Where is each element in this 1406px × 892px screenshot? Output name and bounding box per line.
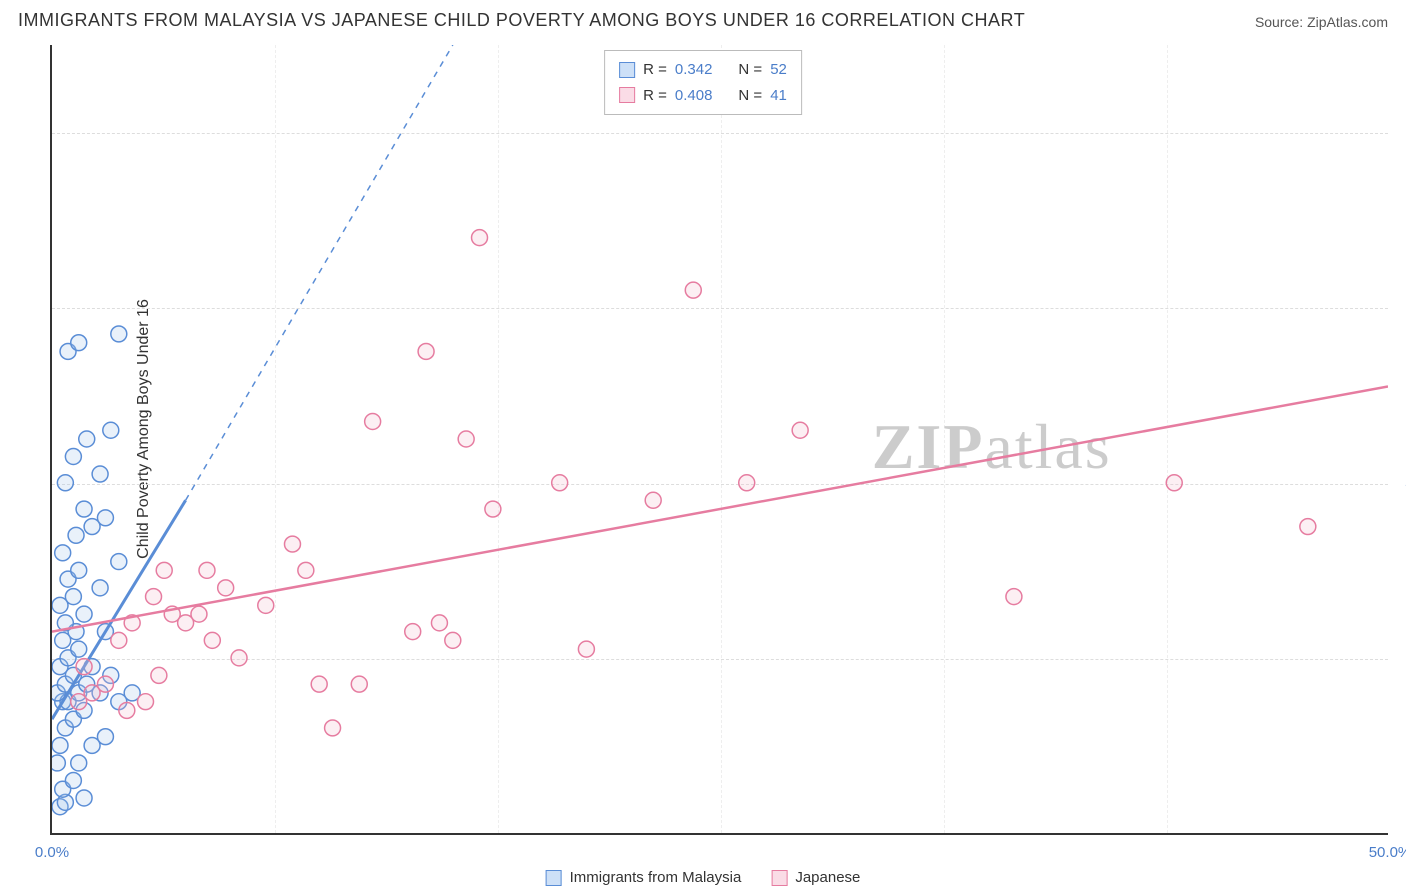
data-point	[92, 466, 108, 482]
n-value: 52	[770, 57, 787, 83]
data-point	[156, 562, 172, 578]
data-point	[1166, 475, 1182, 491]
data-point	[578, 641, 594, 657]
data-point	[111, 326, 127, 342]
data-point	[231, 650, 247, 666]
data-point	[71, 755, 87, 771]
legend-row: R = 0.342 N = 52	[619, 57, 787, 83]
n-label: N =	[738, 83, 762, 109]
r-value: 0.342	[675, 57, 713, 83]
plot-area: 20.0%40.0%60.0%80.0%0.0%50.0%	[50, 45, 1388, 835]
legend-swatch	[619, 62, 635, 78]
data-point	[739, 475, 755, 491]
data-point	[55, 545, 71, 561]
data-point	[97, 510, 113, 526]
data-point	[351, 676, 367, 692]
data-point	[65, 772, 81, 788]
data-point	[311, 676, 327, 692]
data-point	[298, 562, 314, 578]
data-point	[71, 641, 87, 657]
legend-label: Japanese	[795, 869, 860, 886]
data-point	[191, 606, 207, 622]
r-value: 0.408	[675, 83, 713, 109]
data-point	[68, 527, 84, 543]
data-point	[472, 230, 488, 246]
trend-line	[52, 386, 1388, 631]
series-legend: Immigrants from Malaysia Japanese	[546, 869, 861, 886]
y-tick-label: 80.0%	[1393, 124, 1406, 141]
x-tick-label: 0.0%	[22, 844, 82, 861]
y-tick-label: 40.0%	[1393, 475, 1406, 492]
data-point	[138, 694, 154, 710]
legend-item: Immigrants from Malaysia	[546, 869, 742, 886]
data-point	[111, 632, 127, 648]
data-point	[792, 422, 808, 438]
data-point	[405, 624, 421, 640]
data-point	[418, 343, 434, 359]
legend-item: Japanese	[771, 869, 860, 886]
trend-line-extension	[186, 45, 453, 500]
data-point	[76, 606, 92, 622]
n-label: N =	[738, 57, 762, 83]
data-point	[103, 422, 119, 438]
data-point	[71, 335, 87, 351]
data-point	[1300, 519, 1316, 535]
data-point	[218, 580, 234, 596]
data-point	[258, 597, 274, 613]
x-tick-label: 50.0%	[1360, 844, 1406, 861]
data-point	[65, 449, 81, 465]
data-point	[445, 632, 461, 648]
source-label: Source: ZipAtlas.com	[1255, 14, 1388, 30]
data-point	[76, 659, 92, 675]
data-point	[685, 282, 701, 298]
data-point	[1006, 589, 1022, 605]
data-point	[57, 475, 73, 491]
data-point	[76, 501, 92, 517]
data-point	[79, 431, 95, 447]
data-point	[485, 501, 501, 517]
data-point	[97, 729, 113, 745]
legend-swatch	[771, 870, 787, 886]
data-point	[552, 475, 568, 491]
data-point	[151, 667, 167, 683]
n-value: 41	[770, 83, 787, 109]
data-point	[52, 755, 65, 771]
data-point	[645, 492, 661, 508]
data-point	[204, 632, 220, 648]
data-point	[92, 580, 108, 596]
legend-swatch	[619, 87, 635, 103]
scatter-plot-svg	[52, 45, 1388, 833]
correlation-legend: R = 0.342 N = 52 R = 0.408 N = 41	[604, 50, 802, 115]
y-tick-label: 20.0%	[1393, 651, 1406, 668]
data-point	[284, 536, 300, 552]
legend-swatch	[546, 870, 562, 886]
data-point	[76, 790, 92, 806]
data-point	[458, 431, 474, 447]
legend-label: Immigrants from Malaysia	[570, 869, 742, 886]
data-point	[97, 676, 113, 692]
data-point	[65, 589, 81, 605]
data-point	[52, 737, 68, 753]
legend-row: R = 0.408 N = 41	[619, 83, 787, 109]
r-label: R =	[643, 83, 667, 109]
data-point	[199, 562, 215, 578]
y-tick-label: 60.0%	[1393, 300, 1406, 317]
data-point	[119, 702, 135, 718]
chart-title: IMMIGRANTS FROM MALAYSIA VS JAPANESE CHI…	[18, 10, 1025, 31]
data-point	[71, 562, 87, 578]
data-point	[111, 554, 127, 570]
r-label: R =	[643, 57, 667, 83]
data-point	[431, 615, 447, 631]
data-point	[146, 589, 162, 605]
data-point	[365, 414, 381, 430]
data-point	[325, 720, 341, 736]
